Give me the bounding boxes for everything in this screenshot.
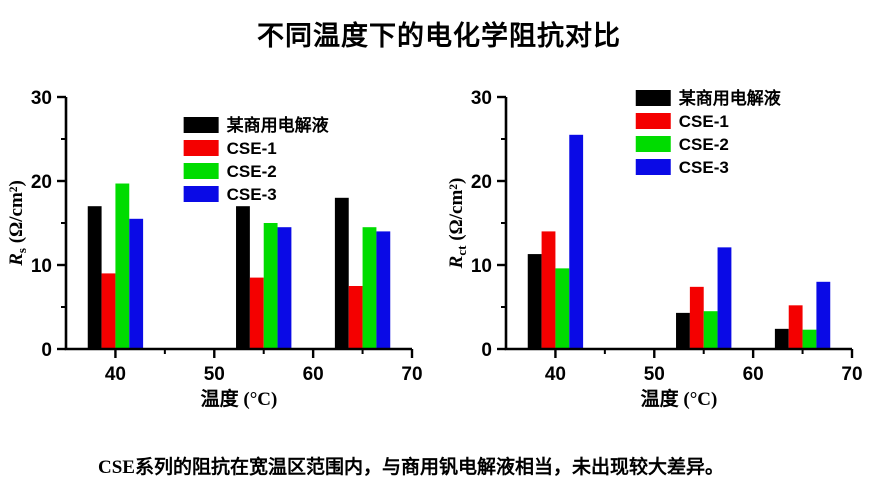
bar-CSE-3-65 [816,281,831,349]
x-tick-label: 40 [545,364,566,385]
y-axis-title: Rct (Ω/cm²) [446,178,469,270]
y-tick-label: 10 [31,256,52,277]
rct-chart: 0 10 20 30 40 50 60 70 Rct (Ω/cm²) 温度 (°C) 某商用电解液 C… [442,81,876,418]
bar-CSE-3-65 [376,231,391,349]
legend-swatch-CSE-2 [635,136,671,152]
x-tick-label: 70 [841,364,862,385]
bar-CSE-2-40 [115,183,130,349]
x-tick-label: 50 [644,364,665,385]
bar-某商用电解液-65 [334,197,349,349]
bar-CSE-1-65 [348,286,363,349]
bar-CSE-2-65 [802,329,817,349]
bar-CSE-2-55 [703,311,718,349]
bar-某商用电解液-55 [236,206,250,349]
x-tick-label: 60 [743,364,764,385]
rs-bar-chart-svg: 0 10 20 30 40 50 60 70 Rs (Ω/cm²) 温度 (°C) 某商用电解液 CS… [6,88,423,410]
y-tick-label: 20 [471,172,492,193]
bar-CSE-1-55 [249,277,264,349]
bar-CSE-2-55 [263,223,278,349]
bar-CSE-3-55 [277,227,292,349]
bar-CSE-3-40 [129,218,144,349]
x-axis-title: 温度 (°C) [201,387,278,410]
bar-某商用电解液-55 [676,312,690,349]
bar-CSE-3-55 [717,247,732,349]
x-axis-title: 温度 (°C) [641,387,718,410]
legend-swatch-CSE-3 [183,186,219,202]
x-tick-label: 40 [105,364,126,385]
bar-CSE-1-55 [689,286,704,349]
charts-row: 0 10 20 30 40 50 60 70 Rs (Ω/cm²) 温度 (°C) 某商用电解液 CS… [0,81,878,418]
legend-label-某商用电解液: 某商用电解液 [227,115,329,135]
bar-CSE-3-40 [569,134,584,349]
bar-某商用电解液-40 [87,206,102,349]
bar-某商用电解液-65 [774,328,789,349]
legend-swatch-某商用电解液 [635,90,671,106]
bar-某商用电解液-40 [527,254,542,349]
page-title: 不同温度下的电化学阻抗对比 [257,21,621,51]
y-axis-title: Rs (Ω/cm²) [6,180,29,267]
x-tick-label: 50 [204,364,225,385]
caption: CSE系列的阻抗在宽温区范围内，与商用钒电解液相当，未出现较大差异。 [98,457,724,478]
legend-label-CSE-1: CSE-1 [679,112,729,131]
bar-CSE-1-65 [788,305,803,349]
rs-chart: 0 10 20 30 40 50 60 70 Rs (Ω/cm²) 温度 (°C) 某商用电解液 CS… [2,81,436,418]
legend-swatch-CSE-2 [183,163,219,179]
bar-CSE-1-40 [101,273,116,349]
rct-bar-chart-svg: 0 10 20 30 40 50 60 70 Rct (Ω/cm²) 温度 (°C) 某商用电解液 C… [446,88,863,410]
y-tick-label: 0 [41,340,52,361]
bar-CSE-2-40 [555,268,570,349]
legend-swatch-CSE-3 [635,159,671,175]
legend-label-CSE-3: CSE-3 [227,185,277,204]
bar-CSE-1-40 [541,231,556,349]
y-tick-label: 10 [471,256,492,277]
legend-label-CSE-3: CSE-3 [679,158,729,177]
legend-label-CSE-2: CSE-2 [227,162,277,181]
legend-swatch-CSE-1 [183,140,219,156]
legend-swatch-某商用电解液 [183,117,219,133]
x-tick-label: 70 [401,364,422,385]
legend-label-CSE-2: CSE-2 [679,135,729,154]
bar-CSE-2-65 [362,227,377,349]
legend-label-CSE-1: CSE-1 [227,139,277,158]
legend-label-某商用电解液: 某商用电解液 [679,88,781,108]
y-tick-label: 20 [31,172,52,193]
legend-swatch-CSE-1 [635,113,671,129]
x-tick-label: 60 [303,364,324,385]
y-tick-label: 0 [481,340,492,361]
y-tick-label: 30 [471,88,492,109]
y-tick-label: 30 [31,88,52,109]
